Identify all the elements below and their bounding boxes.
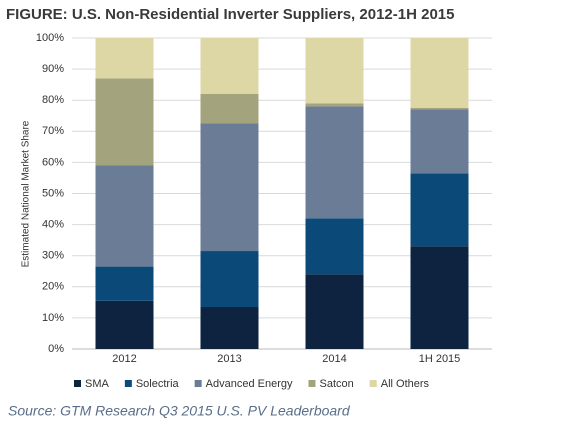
y-tick-label: 80% <box>42 94 64 106</box>
bar-segment <box>95 38 154 79</box>
chart-title: FIGURE: U.S. Non-Residential Inverter Su… <box>6 6 454 23</box>
bar-segment <box>305 274 364 349</box>
y-tick-label: 60% <box>42 156 64 168</box>
x-tick-label: 2013 <box>217 353 241 365</box>
legend-swatch <box>369 380 377 387</box>
bar-segment <box>410 173 469 247</box>
legend-swatch <box>308 380 316 387</box>
y-tick-label: 100% <box>36 32 64 44</box>
bar-segment <box>200 307 259 349</box>
bar-segment <box>305 218 364 275</box>
y-tick-label: 0% <box>48 343 64 355</box>
legend-label: Advanced Energy <box>206 378 293 390</box>
bar-segment <box>305 38 364 104</box>
bar-segment <box>95 165 154 267</box>
legend-label: Satcon <box>319 378 353 390</box>
x-tick-label: 2014 <box>322 353 346 365</box>
legend-label: Solectria <box>136 378 180 390</box>
bar-segment <box>410 109 469 174</box>
bar-segment <box>410 107 469 110</box>
bar-segment <box>200 38 259 94</box>
y-axis-label: Estimated National Market Share <box>21 120 32 267</box>
legend-swatch <box>194 380 202 387</box>
bar-segment <box>410 38 469 108</box>
bar-segment <box>200 93 259 124</box>
x-tick-label: 1H 2015 <box>419 353 461 365</box>
legend-label: All Others <box>381 378 430 390</box>
y-tick-label: 70% <box>42 125 64 137</box>
y-tick-label: 10% <box>42 312 64 324</box>
legend-swatch <box>74 380 81 387</box>
y-tick-label: 50% <box>42 187 64 199</box>
source: Source: GTM Research Q3 2015 U.S. PV Lea… <box>8 403 351 419</box>
bar-segment <box>95 300 154 349</box>
legend-label: SMA <box>85 378 110 390</box>
bar-segment <box>200 251 259 308</box>
y-tick-label: 30% <box>42 250 64 262</box>
y-tick-label: 90% <box>42 63 64 75</box>
bar-segment <box>95 266 154 301</box>
bar-segment <box>410 246 469 349</box>
bar-segment <box>95 78 154 166</box>
y-tick-label: 20% <box>42 281 64 293</box>
legend-swatch <box>124 380 132 387</box>
bar-segment <box>200 123 259 252</box>
x-tick-label: 2012 <box>112 353 136 365</box>
bar-segment <box>305 103 364 107</box>
y-tick-label: 40% <box>42 219 64 231</box>
bar-segment <box>305 106 364 219</box>
